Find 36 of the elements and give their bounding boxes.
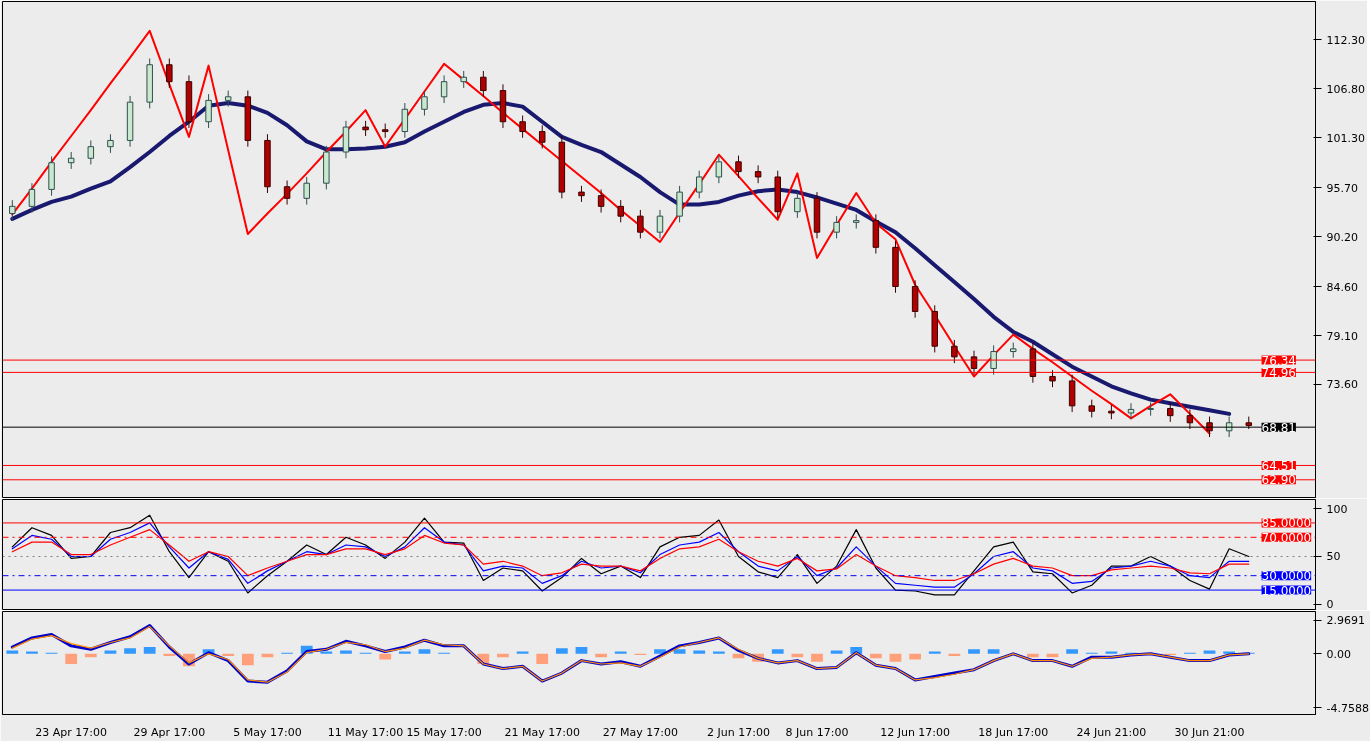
x-tick-label: 30 Jun 21:00	[1174, 725, 1245, 739]
y-tick-label: 50	[1326, 550, 1341, 564]
ref-line-label: 64.51	[1261, 458, 1296, 473]
ref-line-label: 76.34	[1261, 353, 1296, 368]
ref-line-label: 70.0000	[1261, 530, 1312, 545]
y-tick-label: 106.80	[1326, 82, 1365, 96]
x-tick-label: 23 Apr 17:00	[35, 725, 108, 739]
x-tick-label: 15 May 17:00	[406, 725, 482, 739]
ref-line-label: 15.0000	[1261, 583, 1312, 598]
y-tick-label: 112.30	[1326, 33, 1365, 47]
y-tick-label: 84.60	[1326, 280, 1358, 294]
y-tick-label: 0	[1326, 598, 1334, 612]
x-tick-label: 21 May 17:00	[504, 725, 580, 739]
y-tick-label: 73.60	[1326, 378, 1358, 392]
x-tick-label: 12 Jun 17:00	[880, 725, 951, 739]
y-tick-label: 0.00	[1326, 647, 1351, 661]
y-tick-label: 101.30	[1326, 131, 1365, 145]
x-tick-label: 27 May 17:00	[602, 725, 679, 739]
ref-line-label: 30.0000	[1261, 569, 1312, 584]
y-tick-label: 79.10	[1326, 329, 1358, 343]
ref-line-label: 74.96	[1261, 365, 1296, 380]
x-tick-label: 11 May 17:00	[327, 725, 404, 739]
ref-line-label: 62.90	[1261, 473, 1296, 488]
x-tick-label: 5 May 17:00	[233, 725, 302, 739]
y-tick-label: 90.20	[1326, 230, 1358, 244]
y-tick-label: 95.70	[1326, 181, 1358, 195]
ref-line-label: 68.81	[1261, 420, 1296, 435]
x-tick-label: 18 Jun 17:00	[978, 725, 1049, 739]
x-tick-label: 29 Apr 17:00	[133, 725, 206, 739]
x-tick-label: 2 Jun 17:00	[707, 725, 770, 739]
y-tick-label: 2.9691	[1326, 614, 1365, 628]
x-tick-label: 24 Jun 21:00	[1076, 725, 1147, 739]
y-tick-label: -4.7588	[1326, 701, 1369, 715]
y-tick-label: 100	[1326, 502, 1348, 516]
x-tick-label: 8 Jun 17:00	[785, 725, 849, 739]
ref-line-label: 85.0000	[1261, 516, 1312, 531]
